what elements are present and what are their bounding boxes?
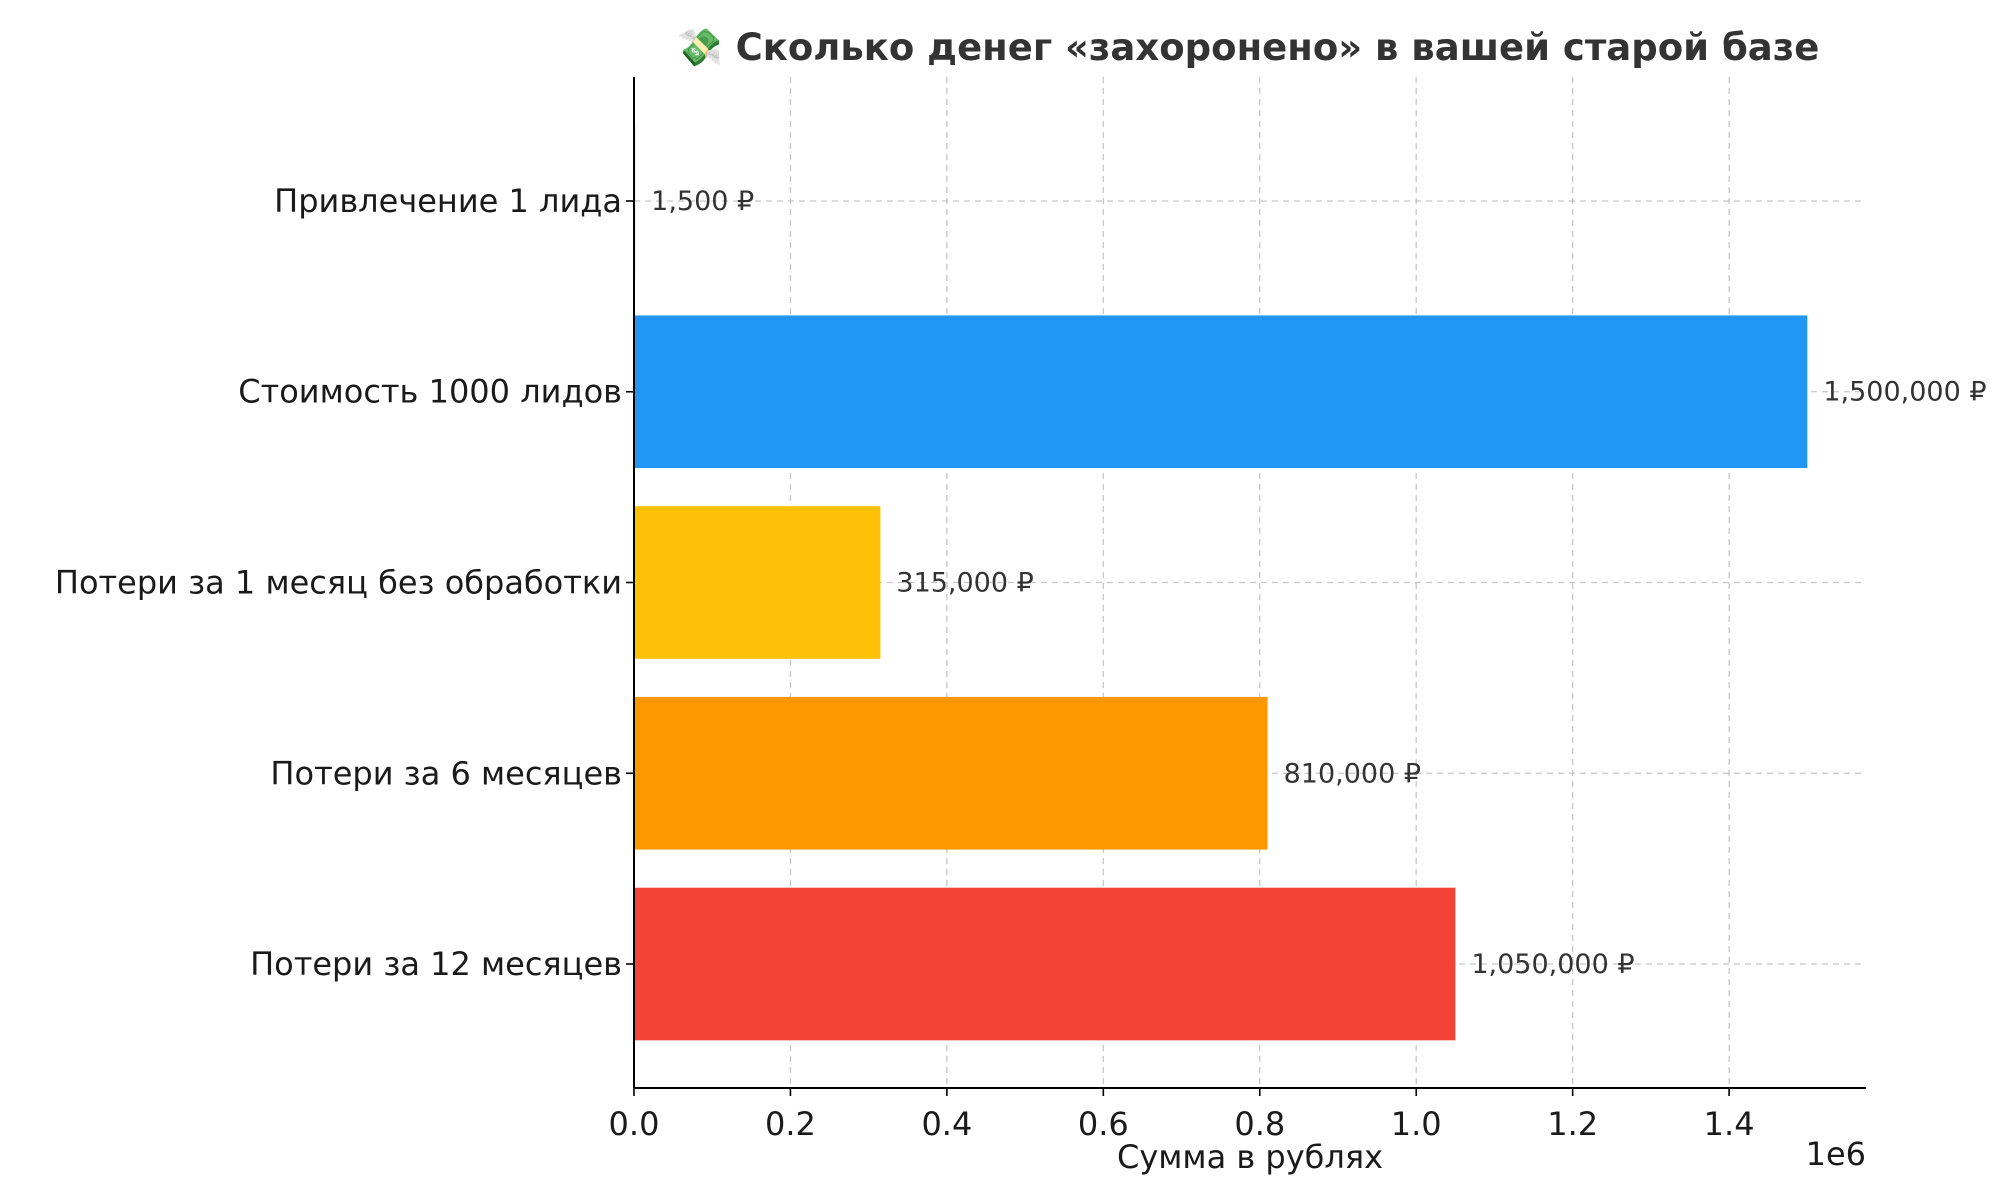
bar-value-label: 315,000 ₽ [896, 568, 1033, 599]
y-tick-label: Потери за 1 месяц без обработки [55, 564, 622, 602]
bar-value-label: 1,500,000 ₽ [1823, 377, 1986, 408]
bar-value-label: 1,500 ₽ [651, 186, 754, 217]
bar [634, 696, 1268, 850]
bar-value-label: 810,000 ₽ [1284, 758, 1421, 789]
bar-value-label: 1,050,000 ₽ [1471, 949, 1634, 980]
y-tick-label: Потери за 6 месяцев [270, 754, 622, 792]
data-label-layer: 1,500 ₽ 1,500,000 ₽ 315,000 ₽ 810,000 ₽ 1,05… [651, 186, 1986, 980]
x-axis-label: Сумма в рублях [1117, 1138, 1383, 1176]
bar-layer [634, 124, 1808, 1041]
x-tick-label: 1.0 [1391, 1105, 1442, 1143]
bar [634, 506, 881, 659]
y-tick-label: Потери за 12 месяцев [250, 945, 622, 983]
y-tick-layer: Привлечение 1 лида Стоимость 1000 лидов По… [55, 182, 634, 983]
x-tick-label: 0.6 [1078, 1105, 1129, 1143]
x-tick-layer: 0.0 0.2 0.4 0.6 0.8 1.0 1.2 1.4 [609, 1088, 1755, 1143]
x-tick-label: 1.4 [1704, 1105, 1755, 1143]
x-tick-label: 0.2 [765, 1105, 816, 1143]
x-tick-label: 1.2 [1547, 1105, 1598, 1143]
x-tick-label: 0.4 [921, 1105, 972, 1143]
x-tick-label: 0.8 [1234, 1105, 1285, 1143]
bar [634, 315, 1808, 469]
x-axis-offset-label: 1e6 [1806, 1135, 1866, 1173]
bar [634, 887, 1456, 1041]
chart-title: 💸 Сколько денег «захоронено» в вашей ста… [677, 26, 1820, 69]
y-tick-label: Привлечение 1 лида [274, 182, 622, 220]
x-tick-label: 0.0 [609, 1105, 660, 1143]
y-tick-label: Стоимость 1000 лидов [238, 373, 622, 411]
